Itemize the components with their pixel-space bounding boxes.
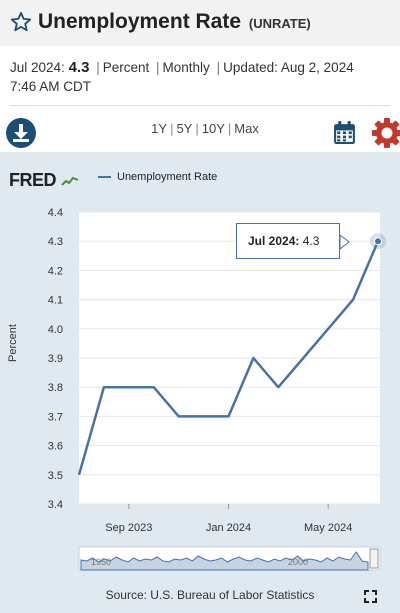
trend-icon — [60, 177, 78, 186]
page-title: Unemployment Rate (UNRATE) — [38, 10, 311, 34]
y-tick-label: 3.7 — [48, 411, 63, 423]
range-5y[interactable]: 5Y — [176, 121, 193, 136]
fred-logo[interactable]: FRED — [9, 170, 79, 191]
updated-time: 7:46 AM CDT — [10, 79, 92, 94]
series-id: (UNRATE) — [248, 16, 311, 31]
range-10y[interactable]: 10Y — [201, 121, 225, 136]
legend-swatch — [98, 176, 111, 179]
latest-value: 4.3 — [68, 59, 90, 76]
y-tick-label: 3.6 — [48, 441, 63, 453]
calendar-icon[interactable] — [332, 120, 357, 145]
y-tick-label: 4.1 — [48, 295, 63, 307]
y-tick-label: 3.4 — [48, 499, 63, 511]
tooltip-value: 4.3 — [302, 234, 320, 248]
navigator-handle — [369, 548, 379, 569]
chart-tooltip: Jul 2024: 4.3 — [236, 223, 340, 259]
legend-label: Unemployment Rate — [117, 171, 218, 183]
divider — [10, 105, 390, 106]
range-1y[interactable]: 1Y — [151, 121, 168, 136]
gear-icon[interactable] — [371, 117, 400, 149]
y-tick-label: 4.3 — [48, 236, 63, 248]
latest-date: Jul 2024: — [10, 60, 65, 75]
star-icon[interactable] — [10, 11, 32, 33]
download-icon[interactable] — [5, 117, 37, 149]
series-meta: Jul 2024: 4.3 | Percent | Monthly | Updated… — [10, 59, 354, 94]
tooltip-date: Jul 2024: — [248, 234, 300, 248]
chart-divider — [0, 152, 400, 155]
y-tick-label: 4.4 — [48, 207, 63, 219]
source-credit: Source: U.S. Bureau of Labor Statistics — [105, 588, 315, 602]
updated-value: Aug 2, 2024 — [280, 60, 354, 75]
chart-legend[interactable]: Unemployment Rate — [98, 171, 217, 183]
chart-area: 3.4 3.5 3.6 3.7 3.8 3.9 4.0 4.1 4.2 4.3 4.4 Sep 202… — [0, 155, 400, 613]
navigator-label: 2000 — [288, 557, 308, 567]
x-tick-label: Jan 2024 — [206, 522, 251, 534]
navigator-label: 1950 — [91, 557, 111, 567]
expand-icon[interactable] — [364, 590, 377, 603]
y-tick-label: 3.8 — [48, 382, 63, 394]
navigator-series — [80, 551, 369, 571]
frequency: Monthly — [162, 60, 210, 75]
x-tick-label: Sep 2023 — [105, 522, 152, 534]
series-title: Unemployment Rate — [38, 10, 242, 33]
fred-logo-text: FRED — [9, 170, 57, 190]
y-tick-label: 3.9 — [48, 353, 63, 365]
range-max[interactable]: Max — [234, 121, 259, 136]
title-bar: Unemployment Rate (UNRATE) — [0, 0, 400, 46]
x-tick-label: May 2024 — [304, 522, 352, 534]
y-axis-label: Percent — [7, 324, 19, 362]
highlight-point — [374, 237, 382, 246]
y-tick-label: 4.0 — [48, 324, 63, 336]
range-selector: 1Y | 5Y | 10Y | Max — [151, 121, 259, 136]
series-line — [77, 240, 380, 476]
tooltip-arrow — [339, 233, 350, 251]
y-tick-label: 4.2 — [48, 265, 63, 277]
units: Percent — [102, 60, 150, 75]
updated-label: Updated: — [223, 60, 278, 75]
chart-svg: 3.4 3.5 3.6 3.7 3.8 3.9 4.0 4.1 4.2 4.3 4.4 Sep 202… — [48, 207, 386, 571]
y-tick-label: 3.5 — [48, 470, 63, 482]
